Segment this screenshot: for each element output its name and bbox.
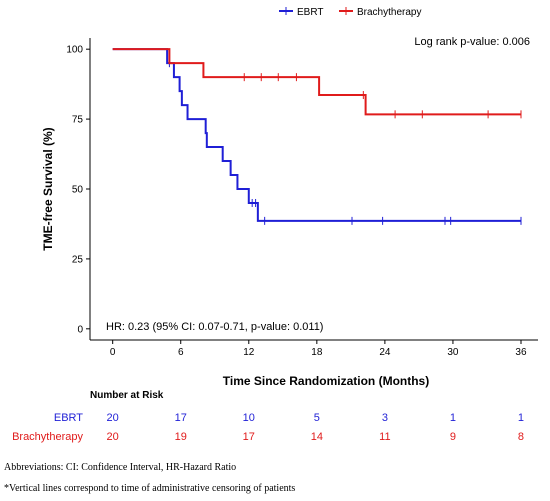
hazard-ratio-annotation: HR: 0.23 (95% CI: 0.07-0.71, p-value: 0.… [106, 321, 323, 333]
chart-labels: Time Since Randomization (Months) TME-fre… [41, 36, 530, 388]
survival-line-brachytherapy [112, 48, 521, 116]
x-tick-label: 6 [178, 347, 184, 358]
risk-value: 1 [518, 412, 524, 424]
x-tick-label: 30 [447, 347, 459, 358]
risk-value: 10 [243, 412, 255, 424]
risk-value: 17 [175, 412, 187, 424]
y-axis-label: TME-free Survival (%) [41, 127, 55, 250]
survival-line-ebrt [112, 48, 521, 222]
risk-value: 20 [107, 431, 119, 443]
axes [89, 38, 538, 341]
y-tick-label: 100 [66, 45, 83, 56]
y-tick-label: 0 [77, 324, 83, 335]
x-tick-label: 12 [243, 347, 255, 358]
risk-table-title: Number at Risk [90, 390, 164, 401]
series-brachytherapy [112, 48, 522, 119]
y-tick-label: 50 [72, 185, 84, 196]
series-ebrt [112, 48, 522, 225]
survival-curves [112, 48, 522, 225]
tick-marks: 0 25 50 75 100 0 6 12 18 24 30 36 [66, 45, 527, 358]
x-tick-label: 36 [515, 347, 527, 358]
risk-value: 20 [107, 412, 119, 424]
x-tick-label: 0 [110, 347, 116, 358]
risk-row-label: Brachytherapy [12, 431, 83, 443]
x-tick-label: 24 [379, 347, 391, 358]
risk-value: 17 [243, 431, 255, 443]
abbreviations-note: Abbreviations: CI: Confidence Interval, … [4, 462, 237, 473]
risk-value: 11 [379, 431, 390, 443]
risk-row-label: EBRT [54, 412, 83, 424]
legend-label: Brachytherapy [357, 7, 421, 18]
legend-label: EBRT [297, 7, 324, 18]
risk-value: 14 [311, 431, 323, 443]
risk-value: 3 [382, 412, 388, 424]
risk-value: 19 [175, 431, 187, 443]
risk-value: 8 [518, 431, 524, 443]
risk-value: 1 [450, 412, 456, 424]
x-axis-label: Time Since Randomization (Months) [223, 374, 429, 388]
risk-value: 9 [450, 431, 456, 443]
x-tick-label: 18 [311, 347, 323, 358]
censoring-note: *Vertical lines correspond to time of ad… [4, 483, 296, 494]
log-rank-annotation: Log rank p-value: 0.006 [414, 36, 530, 48]
y-tick-label: 75 [72, 115, 84, 126]
risk-value: 5 [314, 412, 320, 424]
y-tick-label: 25 [72, 254, 84, 265]
legend: EBRT Brachytherapy [279, 7, 421, 18]
